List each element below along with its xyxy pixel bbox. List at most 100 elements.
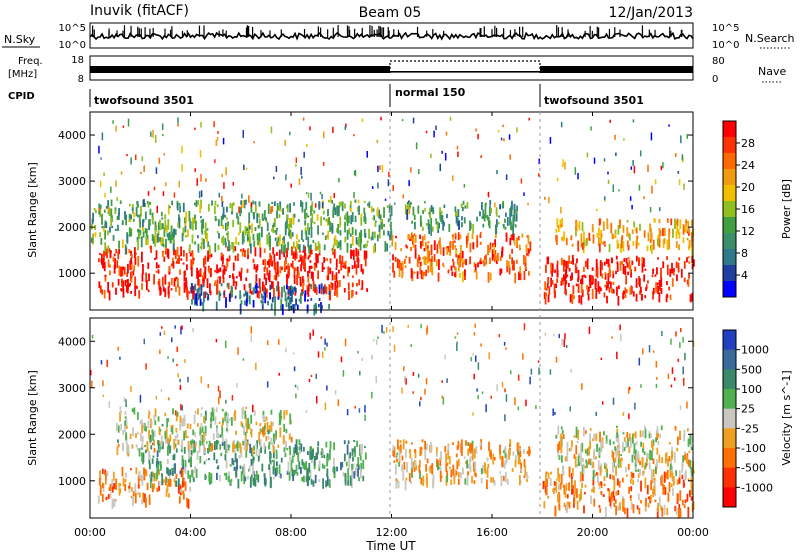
scatter-point (312, 271, 314, 281)
scatter-point (396, 452, 399, 456)
scatter-point (527, 249, 530, 254)
scatter-point (489, 200, 492, 206)
scatter-point (200, 121, 202, 128)
scatter-point (547, 495, 550, 499)
scatter-point (662, 239, 665, 248)
scatter-point (413, 467, 416, 472)
scatter-point (641, 263, 644, 273)
scatter-point (550, 262, 552, 274)
scatter-point (605, 463, 608, 473)
scatter-point (225, 460, 228, 469)
scatter-point (274, 296, 276, 307)
colorbar-swatch (723, 349, 736, 370)
scatter-point (242, 358, 245, 361)
scatter-point (672, 476, 675, 485)
scatter-point (609, 497, 612, 507)
scatter-point (465, 461, 468, 464)
scatter-point (509, 154, 512, 160)
scatter-point (527, 202, 529, 206)
scatter-point (686, 453, 689, 459)
scatter-point (464, 205, 467, 209)
scatter-point (201, 434, 204, 446)
scatter-point (570, 446, 573, 452)
scatter-point (293, 286, 296, 292)
scatter-point (576, 258, 578, 264)
scatter-point (488, 352, 490, 360)
scatter-point (388, 171, 390, 177)
scatter-point (616, 478, 619, 486)
scatter-point (194, 431, 196, 437)
scatter-point (114, 499, 117, 502)
scatter-point (277, 444, 280, 448)
scatter-point (562, 159, 564, 166)
scatter-point (217, 385, 220, 392)
scatter-point (418, 459, 421, 468)
scatter-point (495, 258, 498, 264)
scatter-point (131, 207, 134, 211)
scatter-point (149, 441, 152, 445)
scatter-point (420, 323, 422, 329)
colorbar-swatch (723, 217, 736, 234)
scatter-point (244, 290, 247, 296)
scatter-point (491, 249, 494, 261)
scatter-point (526, 252, 528, 256)
scatter-point (271, 297, 274, 303)
scatter-point (659, 434, 661, 439)
scatter-point (273, 261, 276, 270)
scatter-point (132, 218, 135, 222)
scatter-point (671, 278, 674, 287)
scatter-point (612, 490, 615, 498)
scatter-point (205, 458, 208, 462)
scatter-point (307, 276, 310, 283)
y-tick-label: 4000 (58, 335, 86, 348)
scatter-point (165, 488, 168, 497)
scatter-point (179, 423, 182, 431)
scatter-point (556, 218, 559, 227)
scatter-point (630, 166, 633, 170)
scatter-point (273, 275, 276, 280)
scatter-point (130, 495, 133, 499)
scatter-point (163, 330, 166, 336)
scatter-point (502, 124, 504, 128)
scatter-point (92, 212, 95, 223)
scatter-point (194, 127, 196, 130)
scatter-point (372, 339, 375, 342)
scatter-point (158, 220, 161, 226)
scatter-point (456, 445, 459, 451)
velocity-colorbar-tick: -500 (741, 462, 766, 475)
scatter-point (244, 249, 246, 258)
scatter-point (359, 370, 361, 376)
scatter-point (223, 267, 226, 275)
scatter-point (624, 507, 626, 515)
scatter-point (263, 473, 266, 477)
scatter-point (231, 286, 234, 298)
scatter-point (266, 381, 269, 388)
scatter-point (419, 261, 422, 267)
scatter-point (395, 478, 398, 481)
scatter-point (128, 227, 131, 237)
scatter-point (605, 280, 608, 285)
scatter-point (175, 276, 178, 280)
scatter-point (678, 244, 680, 251)
scatter-point (530, 368, 533, 375)
scatter-point (353, 260, 356, 269)
scatter-point (145, 272, 148, 283)
scatter-point (163, 153, 166, 156)
scatter-point (272, 247, 275, 255)
scatter-point (640, 480, 642, 492)
scatter-point (637, 479, 639, 483)
scatter-point (642, 470, 645, 475)
scatter-point (394, 464, 397, 475)
scatter-point (636, 235, 639, 239)
scatter-point (225, 399, 227, 404)
scatter-point (596, 232, 599, 238)
scatter-point (247, 418, 250, 429)
scatter-point (487, 191, 490, 198)
scatter-point (221, 264, 224, 267)
scatter-point (111, 225, 114, 229)
scatter-point (495, 207, 498, 215)
scatter-point (364, 232, 367, 238)
scatter-point (609, 474, 612, 480)
scatter-point (641, 293, 643, 301)
scatter-point (525, 471, 528, 479)
